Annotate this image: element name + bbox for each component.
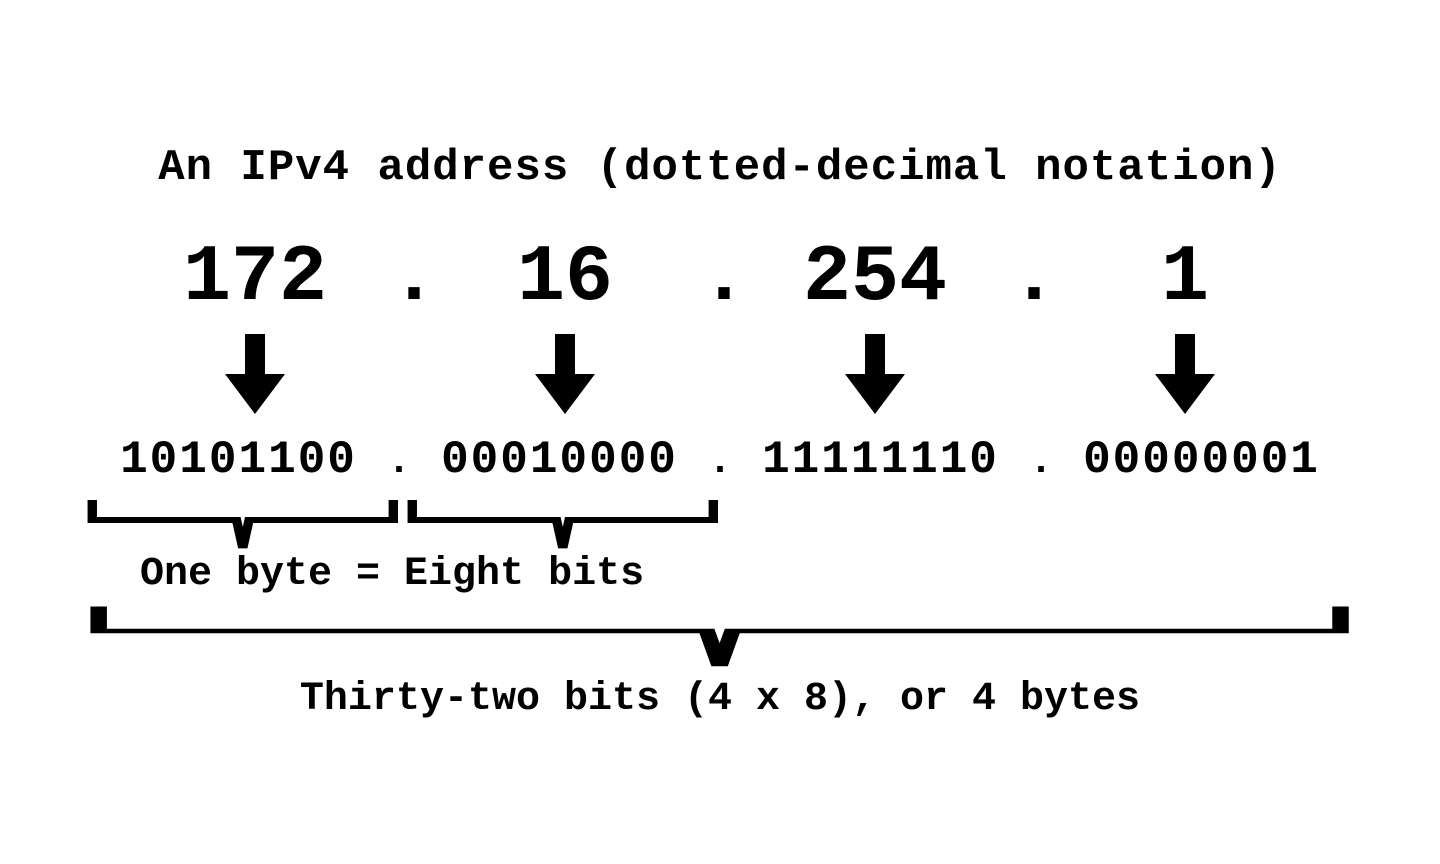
total-bits-label: Thirty-two bits (4 x 8), or 4 bytes <box>80 677 1360 722</box>
binary-separator: . <box>1029 440 1053 485</box>
octet-3: 254 <box>740 233 1010 324</box>
binary-separator: . <box>708 440 732 485</box>
octet-1: 172 <box>120 233 390 324</box>
binary-octet-4: 00000001 <box>1053 434 1350 486</box>
dot-separator: . <box>1010 233 1050 324</box>
binary-octet-1: 10101100 <box>90 434 387 486</box>
total-bracket-icon <box>86 603 1353 673</box>
octet-2: 16 <box>430 233 700 324</box>
byte-brackets-row <box>80 496 1360 556</box>
down-arrow-icon <box>535 334 595 414</box>
binary-separator: . <box>387 440 411 485</box>
arrows-row <box>80 334 1360 414</box>
byte-bracket-1-icon <box>86 496 400 556</box>
dot-separator: . <box>390 233 430 324</box>
binary-octet-3: 11111110 <box>732 434 1029 486</box>
decimal-octets-row: 172 . 16 . 254 . 1 <box>80 233 1360 324</box>
dot-separator: . <box>700 233 740 324</box>
ipv4-diagram: An IPv4 address (dotted-decimal notation… <box>80 143 1360 722</box>
byte-bracket-2-icon <box>406 496 720 556</box>
down-arrow-icon <box>1155 334 1215 414</box>
octet-4: 1 <box>1050 233 1320 324</box>
binary-row: 10101100 . 00010000 . 11111110 . 0000000… <box>80 434 1360 486</box>
byte-label: One byte = Eight bits <box>80 552 1360 597</box>
down-arrow-icon <box>845 334 905 414</box>
diagram-title: An IPv4 address (dotted-decimal notation… <box>80 143 1360 193</box>
binary-octet-2: 00010000 <box>411 434 708 486</box>
total-bracket-row <box>80 603 1360 673</box>
down-arrow-icon <box>225 334 285 414</box>
